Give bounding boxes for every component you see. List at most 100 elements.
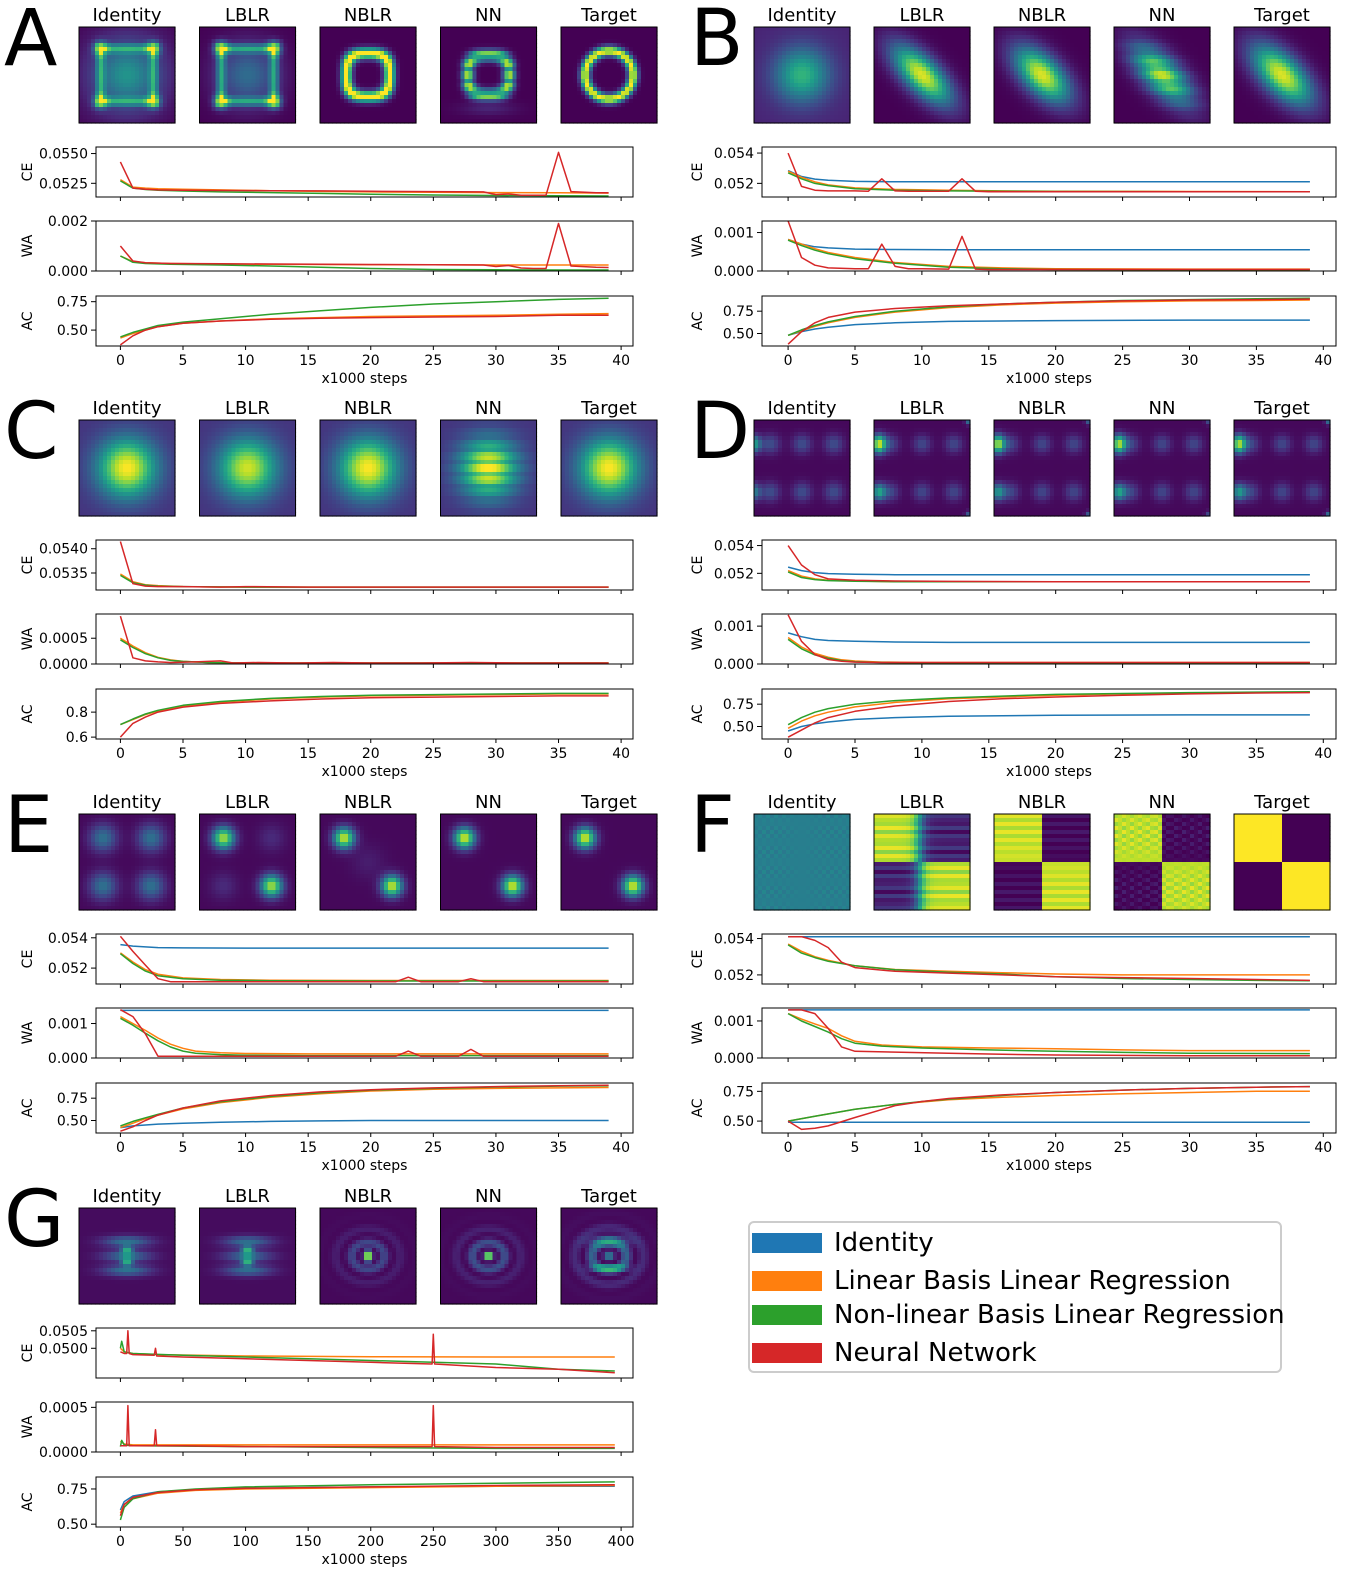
thumbnail-identity [79,27,176,124]
thumbnail-identity [754,420,851,517]
x-axis-label: x1000 steps [322,371,408,387]
y-tick-label: 0.0525 [39,176,88,192]
y-axis-label: WA [20,1021,36,1044]
x-tick-label: 5 [179,746,188,762]
series-line-nn [120,696,608,737]
series-line-nn [120,936,608,981]
series-lines [788,1087,1310,1130]
thumbnail-target [1234,27,1331,124]
x-tick-label: 10 [913,746,931,762]
x-tick-label: 5 [851,1140,860,1156]
thumbnail-title: NBLR [344,1186,392,1207]
thumbnail-title: NBLR [344,398,392,419]
y-axis-label: WA [20,627,36,650]
thumbnail-title: NN [475,398,502,419]
y-tick-label: 0.50 [57,1114,88,1130]
thumbnail-lblr [874,27,971,124]
panel-letter: G [4,1175,64,1265]
y-axis-label: WA [20,234,36,257]
y-tick-label: 0.0505 [39,1324,88,1340]
series-line-nblr [120,181,608,196]
thumbnail-target [561,420,658,517]
x-axis-label: x1000 steps [322,1158,408,1174]
y-tick-label: 0.052 [714,176,754,192]
thumbnail-title: Identity [768,398,837,419]
y-tick-label: 0.001 [714,1014,754,1030]
y-tick-label: 0.001 [48,1017,88,1033]
y-tick-label: 0.054 [714,932,754,948]
x-tick-label: 25 [1114,353,1132,369]
x-tick-label: 35 [1247,746,1265,762]
y-tick-label: 0.50 [57,323,88,339]
x-tick-label: 150 [295,1534,322,1550]
x-tick-label: 25 [424,1140,442,1156]
thumbnail-target [1234,420,1331,517]
thumbnail-nblr [320,420,417,517]
series-line-nblr [788,240,1310,270]
thumbnail-target [561,814,658,911]
y-tick-label: 0.6 [66,730,88,746]
y-tick-label: 0.0000 [39,657,88,673]
x-axis-label: x1000 steps [1006,764,1092,780]
series-line-identity [788,633,1310,643]
x-tick-label: 5 [851,353,860,369]
thumbnail-title: Identity [93,398,162,419]
thumbnail-title: NN [1149,5,1176,26]
x-tick-label: 30 [1181,746,1199,762]
x-tick-label: 0 [116,746,125,762]
legend: Identity Linear Basis Linear Regression … [748,1221,1282,1373]
axes-frame [762,1083,1336,1133]
series-lines [788,692,1310,738]
series-line-nblr [788,1014,1310,1054]
series-line-lblr [120,574,608,587]
x-tick-label: 10 [913,1140,931,1156]
y-axis-label: WA [690,234,706,257]
y-tick-label: 0.000 [714,657,754,673]
y-axis-label: CE [20,950,36,969]
thumbnail-title: Target [1253,5,1310,26]
axes-frame [96,1328,633,1378]
y-tick-label: 0.75 [57,1091,88,1107]
x-tick-label: 300 [483,1534,510,1550]
x-tick-label: 25 [1114,1140,1132,1156]
y-tick-label: 0.001 [714,619,754,635]
thumbnail-lblr [874,420,971,517]
thumbnail-nn [441,814,538,911]
series-lines [120,616,608,663]
thumbnail-title: Identity [93,5,162,26]
thumbnail-nblr [320,1208,417,1305]
x-tick-label: 30 [1181,353,1199,369]
thumbnail-nn [1114,420,1211,517]
series-line-nn [788,221,1310,270]
y-axis-label: AC [690,1098,706,1117]
panel-g: G Identity LBLR NBLR NN Target0.05050.0500CE0… [4,1175,658,1568]
panel-f: F Identity LBLR NBLR NN Target0.0540.052CE0.0… [690,781,1336,1174]
axes-frame [96,296,633,346]
y-tick-label: 0.054 [714,539,754,555]
thumbnail-title: Identity [768,5,837,26]
legend-label-lblr: Linear Basis Linear Regression [834,1266,1231,1296]
thumbnail-nn [441,27,538,124]
panel-e: E Identity LBLR NBLR NN Target0.0540.052CE0.0… [4,781,658,1174]
series-line-nn [788,615,1310,663]
x-axis-label: x1000 steps [1006,371,1092,387]
thumbnail-nn [441,1208,538,1305]
y-tick-label: 0.000 [714,264,754,280]
series-line-lblr [120,953,608,981]
thumbnail-nblr [994,814,1091,911]
x-tick-label: 5 [179,1140,188,1156]
x-tick-label: 35 [1247,1140,1265,1156]
y-axis-label: AC [20,311,36,330]
y-axis-label: AC [20,1098,36,1117]
legend-swatch-nblr [752,1305,822,1325]
x-axis-label: x1000 steps [322,1552,408,1568]
thumbnail-nn [1114,814,1211,911]
series-line-nn [788,546,1310,582]
